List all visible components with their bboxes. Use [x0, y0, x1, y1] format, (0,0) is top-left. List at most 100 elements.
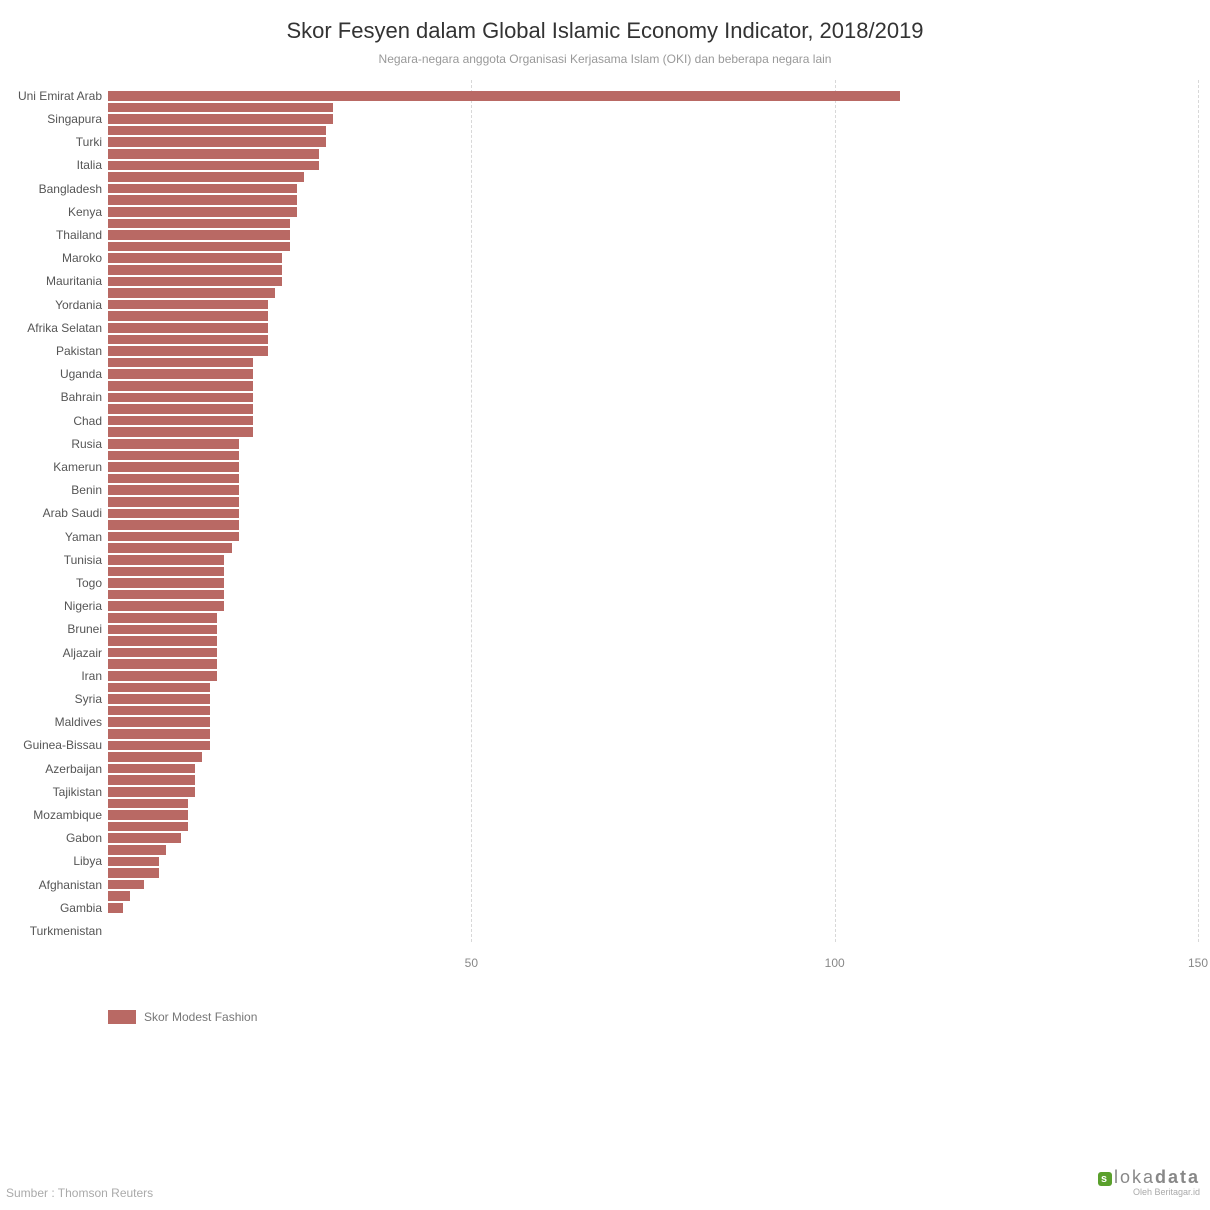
table-row: Benin	[108, 484, 1198, 496]
table-row: Azerbaijan	[108, 763, 1198, 775]
row-label: Afghanistan	[39, 878, 108, 892]
bar	[108, 497, 239, 507]
row-label: Iran	[81, 669, 108, 683]
row-label: Guinea-Bissau	[23, 738, 108, 752]
table-row: Guinea-Bissau	[108, 740, 1198, 752]
row-label: Afrika Selatan	[27, 321, 108, 335]
row-label: Pakistan	[56, 344, 108, 358]
bar	[108, 149, 319, 159]
table-row: Gambia	[108, 902, 1198, 914]
table-row	[108, 589, 1198, 601]
table-row: Thailand	[108, 229, 1198, 241]
row-label: Maldives	[55, 715, 108, 729]
table-row	[108, 821, 1198, 833]
table-row	[108, 566, 1198, 578]
row-label: Yaman	[65, 530, 108, 544]
table-row: Togo	[108, 577, 1198, 589]
table-row: Nigeria	[108, 600, 1198, 612]
bar	[108, 659, 217, 669]
chart-subtitle: Negara-negara anggota Organisasi Kerjasa…	[0, 52, 1210, 66]
bar	[108, 161, 319, 171]
grid-line	[1198, 80, 1199, 942]
table-row: Afghanistan	[108, 879, 1198, 891]
table-row	[108, 542, 1198, 554]
bar	[108, 219, 290, 229]
brand-icon: s	[1098, 1172, 1112, 1186]
row-label: Kamerun	[53, 460, 108, 474]
table-row	[108, 241, 1198, 253]
table-row: Aljazair	[108, 647, 1198, 659]
table-row: Bangladesh	[108, 183, 1198, 195]
row-label: Turkmenistan	[30, 924, 108, 938]
bar	[108, 381, 253, 391]
brand-subtext: Oleh Beritagar.id	[1098, 1188, 1200, 1198]
row-label: Bangladesh	[39, 182, 108, 196]
bar	[108, 416, 253, 426]
row-label: Mozambique	[33, 808, 108, 822]
row-label: Tajikistan	[53, 785, 108, 799]
bar	[108, 509, 239, 519]
row-label: Rusia	[71, 437, 108, 451]
source-text: Sumber : Thomson Reuters	[6, 1186, 153, 1200]
bar	[108, 822, 188, 832]
bar	[108, 126, 326, 136]
table-row: Yaman	[108, 531, 1198, 543]
row-label: Chad	[73, 414, 108, 428]
row-label: Bahrain	[61, 390, 108, 404]
table-row	[108, 635, 1198, 647]
bar	[108, 833, 181, 843]
table-row: Uganda	[108, 368, 1198, 380]
row-label: Brunei	[67, 622, 108, 636]
table-row: Kamerun	[108, 461, 1198, 473]
row-label: Uni Emirat Arab	[18, 89, 108, 103]
table-row	[108, 682, 1198, 694]
table-row	[108, 171, 1198, 183]
bar	[108, 764, 195, 774]
table-row	[108, 774, 1198, 786]
bar	[108, 103, 333, 113]
bar	[108, 543, 232, 553]
table-row: Libya	[108, 856, 1198, 868]
table-row	[108, 287, 1198, 299]
bar	[108, 288, 275, 298]
bar	[108, 590, 224, 600]
row-label: Syria	[75, 692, 108, 706]
row-label: Maroko	[62, 251, 108, 265]
table-row	[108, 264, 1198, 276]
bar	[108, 300, 268, 310]
bar	[108, 706, 210, 716]
table-row	[108, 867, 1198, 879]
bar	[108, 694, 210, 704]
table-row: Italia	[108, 160, 1198, 172]
table-row	[108, 426, 1198, 438]
row-label: Nigeria	[64, 599, 108, 613]
table-row	[108, 148, 1198, 160]
x-axis-tick-label: 100	[825, 956, 845, 970]
row-label: Singapura	[47, 112, 108, 126]
chart-title: Skor Fesyen dalam Global Islamic Economy…	[0, 0, 1210, 44]
bar	[108, 474, 239, 484]
bar	[108, 114, 333, 124]
table-row: Uni Emirat Arab	[108, 90, 1198, 102]
row-label: Turki	[76, 135, 108, 149]
brand-logo: slokadata Oleh Beritagar.id	[1098, 1168, 1200, 1198]
table-row	[108, 334, 1198, 346]
bar	[108, 567, 224, 577]
row-label: Kenya	[68, 205, 108, 219]
row-label: Thailand	[56, 228, 108, 242]
bar	[108, 845, 166, 855]
brand-name: slokadata	[1098, 1168, 1200, 1188]
bar	[108, 891, 130, 901]
bar	[108, 172, 304, 182]
table-row	[108, 473, 1198, 485]
bar	[108, 230, 290, 240]
bar	[108, 277, 282, 287]
table-row: Afrika Selatan	[108, 322, 1198, 334]
legend-label: Skor Modest Fashion	[144, 1010, 257, 1024]
table-row: Tajikistan	[108, 786, 1198, 798]
row-label: Uganda	[60, 367, 108, 381]
row-label: Libya	[73, 854, 108, 868]
bar	[108, 880, 144, 890]
table-row	[108, 705, 1198, 717]
row-label: Gambia	[60, 901, 108, 915]
